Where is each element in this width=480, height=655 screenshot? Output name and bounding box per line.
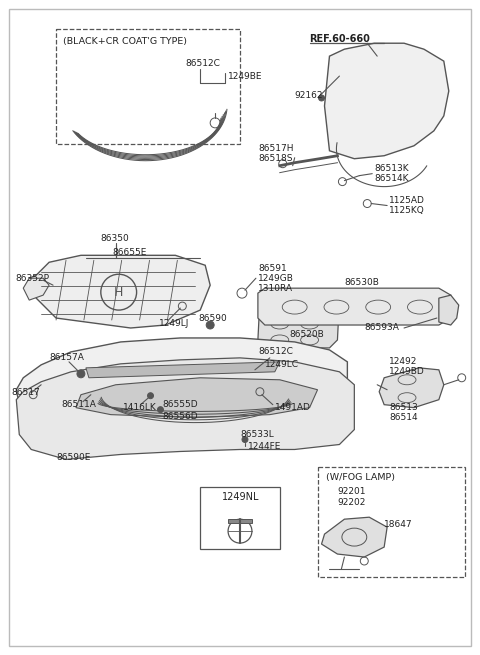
Circle shape <box>319 95 324 101</box>
Text: 1249NL: 1249NL <box>222 493 260 502</box>
Text: 92202: 92202 <box>337 498 366 507</box>
Text: 1491AD: 1491AD <box>275 403 311 412</box>
Polygon shape <box>29 255 210 328</box>
Text: 86520B: 86520B <box>290 331 324 339</box>
Text: 18647: 18647 <box>384 519 413 529</box>
Text: 86593A: 86593A <box>364 324 399 333</box>
Text: H: H <box>114 286 123 299</box>
Circle shape <box>147 393 154 399</box>
Text: 1416LK: 1416LK <box>123 403 156 412</box>
Text: 86590: 86590 <box>198 314 227 322</box>
Polygon shape <box>16 338 348 428</box>
Text: 86555D: 86555D <box>162 400 198 409</box>
Text: 86590E: 86590E <box>56 453 90 462</box>
Polygon shape <box>16 358 354 459</box>
Circle shape <box>77 370 85 378</box>
Text: 86556D: 86556D <box>162 412 198 421</box>
Text: 86517H: 86517H <box>258 144 293 153</box>
Bar <box>200 487 280 549</box>
Text: 86530B: 86530B <box>344 278 379 287</box>
Text: 86533L: 86533L <box>240 430 274 439</box>
Text: 86350: 86350 <box>101 234 130 243</box>
Circle shape <box>157 407 164 413</box>
Text: 86512C: 86512C <box>185 59 220 67</box>
Polygon shape <box>86 362 280 378</box>
Text: 86512C: 86512C <box>258 347 293 356</box>
Text: 86352P: 86352P <box>15 274 49 283</box>
Text: 1249LC: 1249LC <box>265 360 299 369</box>
Polygon shape <box>76 378 318 418</box>
Text: 12492: 12492 <box>389 358 418 366</box>
Bar <box>56 29 240 144</box>
Text: 1244FE: 1244FE <box>248 442 281 451</box>
Text: 86517: 86517 <box>12 388 40 397</box>
Circle shape <box>206 321 214 329</box>
Polygon shape <box>228 519 252 523</box>
Text: 1249GB: 1249GB <box>258 274 294 283</box>
Text: 86513K: 86513K <box>374 164 409 173</box>
Text: 86514: 86514 <box>389 413 418 422</box>
Text: 86591: 86591 <box>258 264 287 272</box>
Text: 92162: 92162 <box>295 92 323 100</box>
Text: 86157A: 86157A <box>49 353 84 362</box>
Text: 86655E: 86655E <box>113 248 147 257</box>
Text: 1310RA: 1310RA <box>258 284 293 293</box>
Text: 1125KQ: 1125KQ <box>389 206 425 215</box>
Text: 86511A: 86511A <box>61 400 96 409</box>
Circle shape <box>242 436 248 443</box>
Text: 92201: 92201 <box>337 487 366 496</box>
Polygon shape <box>258 293 339 348</box>
Polygon shape <box>322 517 387 557</box>
Text: 1249LJ: 1249LJ <box>158 318 189 328</box>
Polygon shape <box>379 368 444 407</box>
Polygon shape <box>439 295 459 325</box>
Text: 1125AD: 1125AD <box>389 196 425 205</box>
Text: REF.60-660: REF.60-660 <box>310 34 371 45</box>
Bar <box>318 468 465 577</box>
Text: 1249BD: 1249BD <box>389 367 425 377</box>
Text: (W/FOG LAMP): (W/FOG LAMP) <box>325 473 395 482</box>
Text: 86518S: 86518S <box>258 154 292 163</box>
Text: 86514K: 86514K <box>374 174 408 183</box>
Text: 1249BE: 1249BE <box>228 71 263 81</box>
Text: (BLACK+CR COAT'G TYPE): (BLACK+CR COAT'G TYPE) <box>63 37 187 46</box>
Polygon shape <box>258 288 451 325</box>
Polygon shape <box>324 43 449 159</box>
Polygon shape <box>23 278 49 300</box>
Text: 86513: 86513 <box>389 403 418 412</box>
